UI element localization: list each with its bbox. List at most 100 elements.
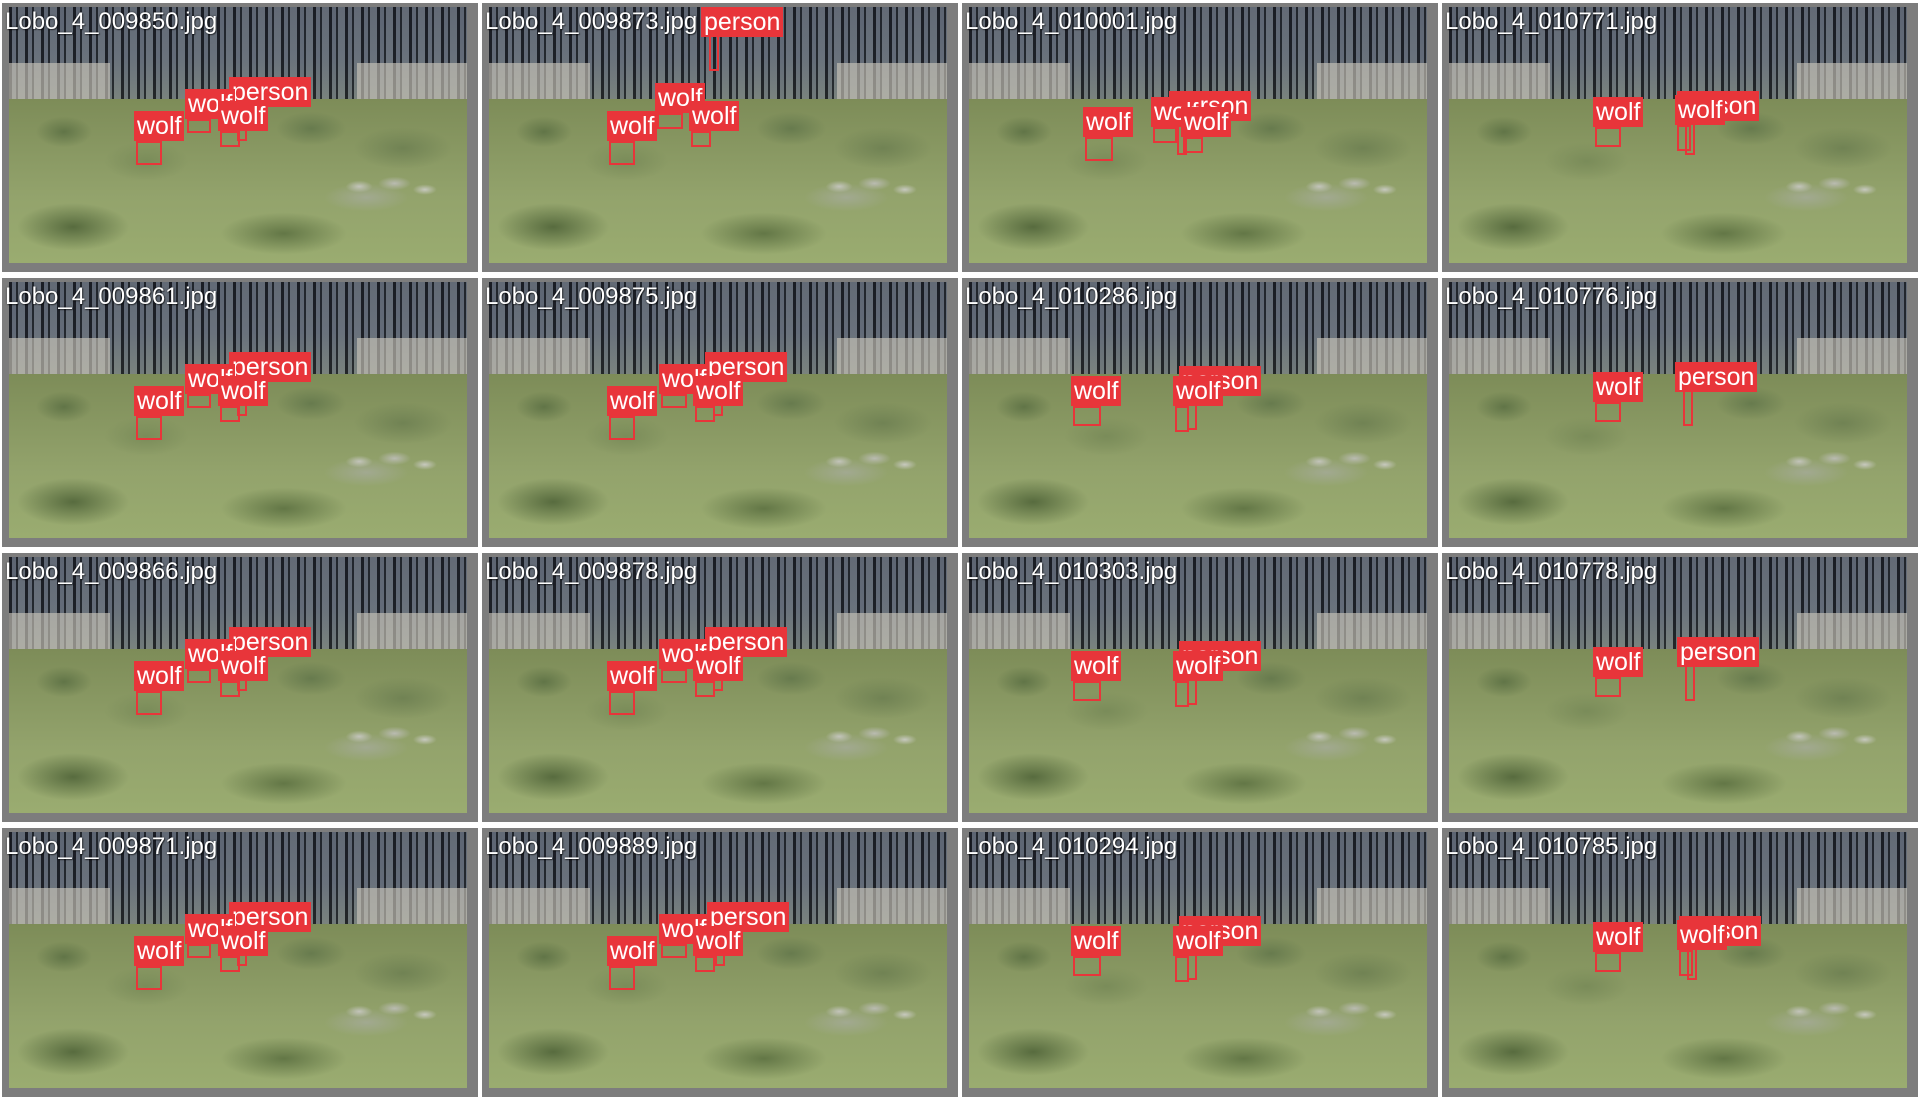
forest-clearing (1317, 338, 1427, 375)
wolf-detection-box (1085, 137, 1113, 161)
wolf-detection-label: wolf (218, 926, 269, 956)
forest-clearing (837, 338, 947, 375)
wolf-detection-box (1073, 956, 1101, 976)
wolf-detection-box (695, 406, 715, 422)
wolf-detection-label: wolf (1083, 107, 1134, 137)
person-detection-label: person (701, 7, 784, 37)
forest-scene-photo: person wolf wolf wolf (9, 832, 467, 1088)
wolf-detection-label: wolf (1173, 926, 1224, 956)
wolf-detection-label: wolf (693, 651, 744, 681)
forest-clearing (1797, 888, 1907, 925)
wolf-detection-box (1175, 406, 1189, 432)
wolf-detection-label: wolf (1071, 651, 1122, 681)
wolf-detection-box (1595, 677, 1621, 697)
forest-scene-photo: person wolf wolf wolf (9, 282, 467, 538)
wolf-detection-box (136, 141, 162, 165)
rocks (1778, 995, 1880, 1027)
forest-clearing (489, 888, 590, 925)
rocks (818, 170, 920, 202)
wolf-detection-box (1073, 681, 1101, 701)
wolf-detection-label: wolf (134, 111, 185, 141)
wolf-detection-box (220, 406, 240, 422)
image-filename: Lobo_4_010286.jpg (965, 283, 1178, 310)
image-filename: Lobo_4_010001.jpg (965, 8, 1178, 35)
image-tile: person wolf wolf wolf Lobo_4_009889.jpg (480, 825, 960, 1100)
wolf-detection-box (220, 131, 240, 147)
rocks (1298, 170, 1400, 202)
image-filename: Lobo_4_009861.jpg (5, 283, 218, 310)
wolf-detection-box (136, 416, 162, 440)
image-tile: personwolfwolfLobo_4_010771.jpg (1440, 0, 1920, 275)
forest-clearing (489, 338, 590, 375)
wolf-detection-box (695, 681, 715, 697)
wolf-detection-box (661, 669, 687, 683)
forest-clearing (1797, 338, 1907, 375)
wolf-detection-box (1677, 125, 1691, 151)
rocks (338, 720, 440, 752)
wolf-detection-box (220, 956, 240, 972)
wolf-detection-box (1175, 681, 1189, 707)
person-detection-box (1683, 390, 1693, 426)
wolf-detection-label: wolf (1173, 651, 1224, 681)
wolf-detection-box (136, 966, 162, 990)
forest-clearing (1797, 613, 1907, 650)
rocks (1298, 720, 1400, 752)
wolf-detection-label: wolf (1675, 95, 1726, 125)
forest-clearing (1317, 63, 1427, 100)
forest-clearing (837, 888, 947, 925)
forest-clearing (1317, 613, 1427, 650)
wolf-detection-label: wolf (693, 926, 744, 956)
wolf-detection-label: wolf (607, 936, 658, 966)
rocks (1298, 995, 1400, 1027)
image-filename: Lobo_4_010776.jpg (1445, 283, 1658, 310)
rocks (1778, 445, 1880, 477)
image-tile: personwolfwolfLobo_4_010303.jpg (960, 550, 1440, 825)
wolf-detection-label: wolf (693, 376, 744, 406)
forest-scene-photo: person wolf wolf wolf (489, 832, 947, 1088)
wolf-detection-label: wolf (218, 101, 269, 131)
forest-scene-photo: person wolf wolf wolf (9, 557, 467, 813)
wolf-detection-label: wolf (1677, 920, 1728, 950)
rocks (1778, 720, 1880, 752)
image-tile: person wolf Lobo_4_010776.jpg (1440, 275, 1920, 550)
wolf-detection-box (609, 141, 635, 165)
image-filename: Lobo_4_009889.jpg (485, 833, 698, 860)
rocks (338, 445, 440, 477)
image-filename: Lobo_4_009873.jpg (485, 8, 698, 35)
wolf-detection-box (657, 113, 683, 129)
image-filename: Lobo_4_009871.jpg (5, 833, 218, 860)
wolf-detection-label: wolf (1071, 926, 1122, 956)
forest-clearing (1449, 338, 1550, 375)
wolf-detection-label: wolf (607, 111, 658, 141)
forest-scene-photo: person wolf (1449, 282, 1907, 538)
wolf-detection-box (187, 944, 211, 958)
rocks (338, 995, 440, 1027)
forest-clearing (1797, 63, 1907, 100)
forest-clearing (969, 338, 1070, 375)
rocks (818, 720, 920, 752)
image-filename: Lobo_4_010785.jpg (1445, 833, 1658, 860)
image-filename: Lobo_4_009850.jpg (5, 8, 218, 35)
rocks (1778, 170, 1880, 202)
wolf-detection-box (691, 131, 711, 147)
wolf-detection-box (187, 669, 211, 683)
forest-scene-photo: person wolf wolf wolf (489, 557, 947, 813)
image-tile: personwolfwolfLobo_4_010294.jpg (960, 825, 1440, 1100)
forest-clearing (357, 888, 467, 925)
wolf-detection-label: wolf (1181, 107, 1232, 137)
forest-clearing (489, 63, 590, 100)
forest-clearing (969, 63, 1070, 100)
image-filename: Lobo_4_010294.jpg (965, 833, 1178, 860)
wolf-detection-label: wolf (1593, 97, 1644, 127)
forest-clearing (1449, 888, 1550, 925)
wolf-detection-box (695, 956, 715, 972)
image-tile: personwolfwolfLobo_4_010785.jpg (1440, 825, 1920, 1100)
forest-scene-photo: person wolf wolf wolf (489, 7, 947, 263)
forest-scene-photo: person wolf wolf wolf (969, 7, 1427, 263)
person-detection-label: person (229, 627, 312, 657)
wolf-detection-label: wolf (218, 376, 269, 406)
